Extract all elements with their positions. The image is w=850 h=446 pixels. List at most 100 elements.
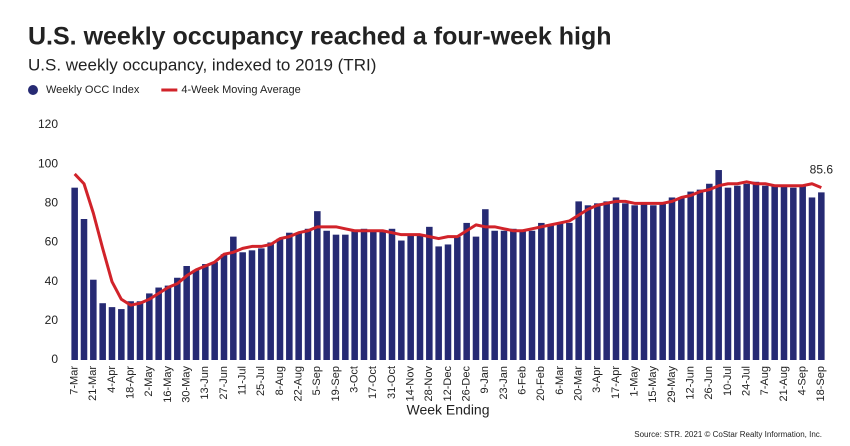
y-tick-label: 60 <box>45 235 59 249</box>
bar <box>771 185 778 360</box>
x-tick-label: 14-Nov <box>405 366 417 402</box>
bar <box>370 230 377 360</box>
bar <box>547 224 554 360</box>
x-tick-label: 17-Apr <box>610 366 622 399</box>
bar <box>398 240 405 360</box>
bar <box>230 236 237 360</box>
bar <box>566 222 573 360</box>
bar <box>500 230 508 360</box>
x-tick-label: 12-Dec <box>442 366 454 402</box>
x-tick-label: 30-May <box>181 366 193 403</box>
bar <box>174 277 181 360</box>
y-tick-label: 40 <box>45 274 59 288</box>
bar <box>556 222 564 360</box>
data-label: 85.6 <box>810 163 834 177</box>
x-tick-label: 5-Sep <box>311 366 323 395</box>
bar <box>687 191 694 360</box>
bar <box>575 201 582 360</box>
bar <box>258 248 265 360</box>
bar <box>71 187 78 360</box>
bar <box>603 201 610 360</box>
bar <box>90 279 97 360</box>
x-tick-label: 4-Apr <box>106 366 118 393</box>
bar <box>631 205 638 360</box>
bar <box>435 246 442 360</box>
line <box>73 172 822 307</box>
bar <box>538 222 545 360</box>
bar <box>818 192 825 360</box>
x-tick-label: 26-Jun <box>703 366 715 400</box>
bar <box>239 252 246 360</box>
legend-swatch <box>28 85 38 95</box>
x-tick-label: 25-Jul <box>255 366 267 396</box>
bar <box>724 187 732 360</box>
x-tick-label: 1-May <box>629 366 641 397</box>
bar <box>146 293 153 360</box>
bar <box>519 230 526 360</box>
bar <box>416 234 424 360</box>
bar <box>388 228 396 360</box>
bar <box>155 287 162 360</box>
x-tick-label: 23-Jan <box>498 366 510 400</box>
bar <box>267 242 274 360</box>
bar <box>622 203 629 360</box>
bar <box>790 187 797 360</box>
bar <box>248 250 256 360</box>
x-tick-label: 9-Jan <box>479 366 491 394</box>
bar <box>80 219 88 360</box>
y-tick-label: 80 <box>45 196 59 210</box>
bar <box>211 262 218 360</box>
x-tick-label: 7-Mar <box>69 366 81 395</box>
bar <box>342 234 349 360</box>
bar <box>118 309 125 360</box>
chart-subtitle: U.S. weekly occupancy, indexed to 2019 (… <box>28 55 376 74</box>
x-tick-label: 20-Mar <box>573 366 585 401</box>
bar <box>127 301 134 360</box>
bar <box>594 203 601 360</box>
x-tick-label: 26-Dec <box>461 366 473 402</box>
bar <box>351 230 358 360</box>
bar <box>426 226 433 360</box>
bar <box>780 185 788 360</box>
bar <box>472 236 480 360</box>
legend-label: Weekly OCC Index <box>46 84 140 96</box>
x-tick-label: 11-Jul <box>237 366 249 395</box>
bar <box>99 303 106 360</box>
y-tick-label: 20 <box>45 313 59 327</box>
x-tick-label: 18-Sep <box>815 366 827 401</box>
bar <box>164 285 172 360</box>
bar <box>360 228 368 360</box>
bar <box>323 230 330 360</box>
bar <box>678 197 685 360</box>
bar <box>715 170 722 360</box>
x-tick-label: 31-Oct <box>386 366 398 399</box>
x-tick-label: 24-Jul <box>741 366 753 396</box>
bar <box>808 197 816 360</box>
x-tick-label: 3-Oct <box>349 366 361 393</box>
x-tick-label: 4-Sep <box>797 366 809 395</box>
bar <box>463 222 470 360</box>
x-tick-label: 6-Feb <box>517 366 529 395</box>
x-tick-label: 29-May <box>666 366 678 403</box>
bar <box>482 209 489 360</box>
bar <box>668 197 676 360</box>
bar <box>762 185 769 360</box>
bar <box>528 230 536 360</box>
y-tick-label: 120 <box>38 117 58 131</box>
bar <box>659 203 666 360</box>
bar <box>192 269 200 360</box>
bar <box>108 307 116 360</box>
bar <box>136 301 144 360</box>
x-tick-label: 19-Sep <box>330 366 342 401</box>
bar <box>314 211 321 360</box>
bar <box>799 185 806 360</box>
x-tick-label: 22-Aug <box>293 366 305 401</box>
x-tick-label: 18-Apr <box>125 366 137 399</box>
x-tick-label: 6-Mar <box>554 366 566 395</box>
bar <box>584 205 592 360</box>
x-axis-label: Week Ending <box>406 402 489 418</box>
x-tick-label: 3-Apr <box>591 366 603 393</box>
y-tick-label: 100 <box>38 156 58 170</box>
bar <box>612 197 620 360</box>
